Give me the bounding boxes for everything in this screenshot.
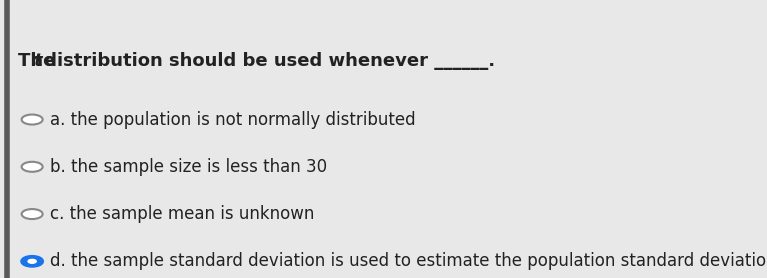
Text: a. the population is not normally distributed: a. the population is not normally distri… xyxy=(50,111,415,128)
Text: b. the sample size is less than 30: b. the sample size is less than 30 xyxy=(50,158,327,176)
Text: c. the sample mean is unknown: c. the sample mean is unknown xyxy=(50,205,314,223)
Circle shape xyxy=(21,115,43,125)
Text: The: The xyxy=(18,52,61,70)
Circle shape xyxy=(21,256,43,266)
Circle shape xyxy=(21,209,43,219)
Text: d. the sample standard deviation is used to estimate the population standard dev: d. the sample standard deviation is used… xyxy=(50,252,767,270)
Text: t: t xyxy=(33,52,42,70)
Text: distribution should be used whenever ______.: distribution should be used whenever ___… xyxy=(38,52,495,70)
Circle shape xyxy=(21,162,43,172)
Circle shape xyxy=(28,259,36,263)
